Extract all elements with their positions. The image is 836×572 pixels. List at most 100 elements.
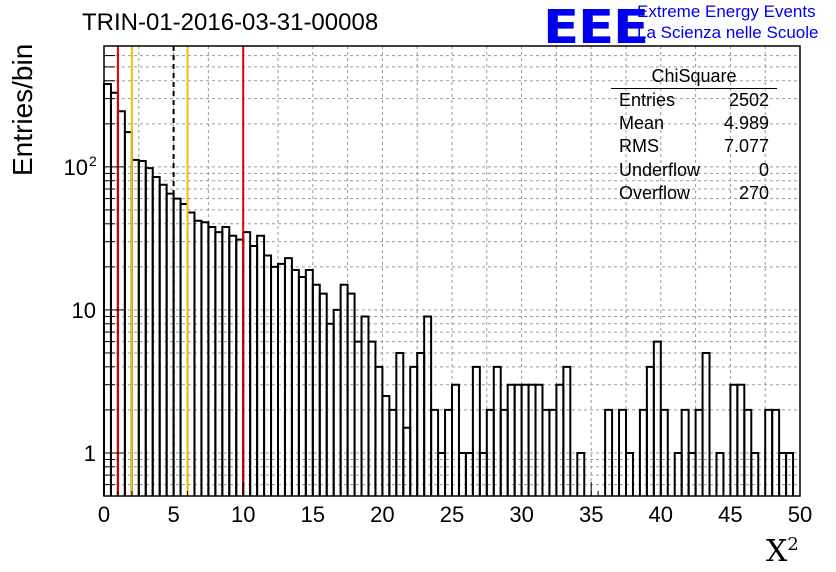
histogram-bin — [402, 426, 412, 496]
histogram-bin — [785, 451, 795, 496]
x-tick-label: 5 — [167, 502, 179, 527]
y-tick-label-exponent: 2 — [89, 153, 97, 169]
x-tick-labels: 0 5 10 15 20 25 30 35 40 45 50 — [98, 502, 812, 527]
histogram-bin — [534, 383, 544, 496]
histogram-bin — [179, 203, 189, 496]
histogram-bin — [659, 408, 669, 496]
histogram-bin — [200, 221, 210, 496]
histogram-bin — [165, 192, 175, 496]
stats-row-mean: Mean 4.989 — [611, 112, 777, 135]
histogram-bin — [604, 408, 614, 496]
histogram-bin — [652, 340, 662, 496]
histogram-bin — [520, 383, 530, 496]
x-tick-label: 0 — [98, 502, 110, 527]
histogram-bin — [172, 197, 182, 496]
x-tick-label: 20 — [370, 502, 394, 527]
eee-logo: EEE — [543, 0, 649, 54]
histogram-bin — [527, 383, 537, 496]
logo-text-line2: La Scienza nelle Scuole — [637, 23, 819, 42]
histogram-bin — [235, 238, 245, 496]
axis-ticks — [103, 45, 801, 497]
reference-lines — [116, 46, 245, 496]
histogram-bin — [729, 383, 739, 496]
x-tick-label: 40 — [649, 502, 673, 527]
histogram-bin — [736, 383, 746, 496]
histogram-bin — [625, 451, 634, 496]
stats-row-entries: Entries 2502 — [611, 89, 777, 112]
histogram-bin — [186, 211, 196, 496]
histogram-bin — [270, 265, 279, 496]
histogram-bin — [103, 82, 112, 496]
histogram-bin — [158, 183, 168, 496]
histogram-bin — [562, 365, 572, 496]
histogram-bin — [576, 451, 586, 496]
histogram-bin — [409, 365, 419, 496]
histogram-bin — [137, 159, 147, 496]
stats-row-rms: RMS 7.077 — [611, 135, 777, 158]
histogram-bin — [367, 340, 377, 496]
x-axis-label-base: X — [766, 534, 788, 569]
stats-label: Mean — [619, 113, 665, 134]
stats-box: ChiSquare Entries 2502 Mean 4.989 RMS 7.… — [611, 66, 777, 205]
stats-title: ChiSquare — [611, 66, 777, 89]
stats-label: Entries — [619, 90, 676, 110]
histogram-bin — [506, 383, 516, 496]
stats-value: 4.989 — [723, 113, 769, 134]
histogram-bin — [416, 351, 426, 496]
stats-value: 270 — [738, 182, 769, 203]
histogram-bin — [555, 383, 565, 496]
y-tick-label: 10 — [72, 298, 96, 323]
histogram-bin — [109, 91, 119, 496]
histogram-bin — [249, 244, 259, 496]
histogram-bin — [353, 340, 363, 496]
x-tick-label: 35 — [579, 502, 603, 527]
y-axis-label: Entries/bin — [7, 43, 38, 176]
histogram-bin — [228, 234, 238, 496]
histogram-bin — [277, 262, 286, 496]
x-tick-label: 10 — [231, 502, 255, 527]
x-tick-label: 45 — [718, 502, 742, 527]
histogram-bin — [374, 365, 384, 496]
x-axis-label-exponent: 2 — [787, 534, 799, 555]
chart-title: TRIN-01-2016-03-31-00008 — [82, 9, 379, 36]
stats-row-underflow: Underflow 0 — [611, 159, 777, 182]
histogram-bin — [471, 365, 481, 496]
histogram-bin — [332, 308, 342, 496]
stats-label: Underflow — [619, 159, 701, 180]
histogram-bin — [750, 451, 760, 496]
histogram-bin — [214, 231, 224, 496]
histogram-bin — [645, 365, 655, 496]
histogram-bin — [116, 110, 126, 496]
histogram-bin — [123, 131, 133, 496]
histogram-bin — [256, 234, 266, 496]
x-axis-label: X2 — [766, 534, 799, 569]
stats-label: Overflow — [619, 182, 691, 203]
histogram-bin — [304, 269, 314, 496]
stats-value: 0 — [758, 159, 769, 180]
histogram-bin — [451, 383, 460, 496]
histogram-bin — [283, 257, 293, 496]
histogram-bin — [242, 231, 252, 496]
histogram-bin — [701, 351, 711, 496]
stats-label: RMS — [619, 136, 659, 157]
histogram-bin — [715, 451, 725, 496]
histogram-bin — [360, 315, 370, 496]
histogram-bin — [513, 383, 523, 496]
histogram-series — [103, 82, 795, 496]
histogram-bin — [381, 395, 391, 496]
y-tick-label: 10 — [64, 155, 88, 180]
histogram-bin — [290, 269, 300, 496]
histogram-bin — [193, 219, 203, 496]
x-tick-label: 15 — [301, 502, 325, 527]
histogram-bin — [423, 315, 433, 496]
histogram-bin — [151, 175, 161, 496]
x-tick-label: 50 — [788, 502, 812, 527]
stats-value: 7.077 — [723, 136, 769, 157]
stats-value: 2502 — [728, 90, 769, 110]
x-tick-label: 25 — [440, 502, 464, 527]
stats-row-overflow: Overflow 270 — [611, 182, 777, 205]
histogram-bin — [492, 365, 502, 496]
logo-text-line1: Extreme Energy Events — [637, 2, 816, 21]
